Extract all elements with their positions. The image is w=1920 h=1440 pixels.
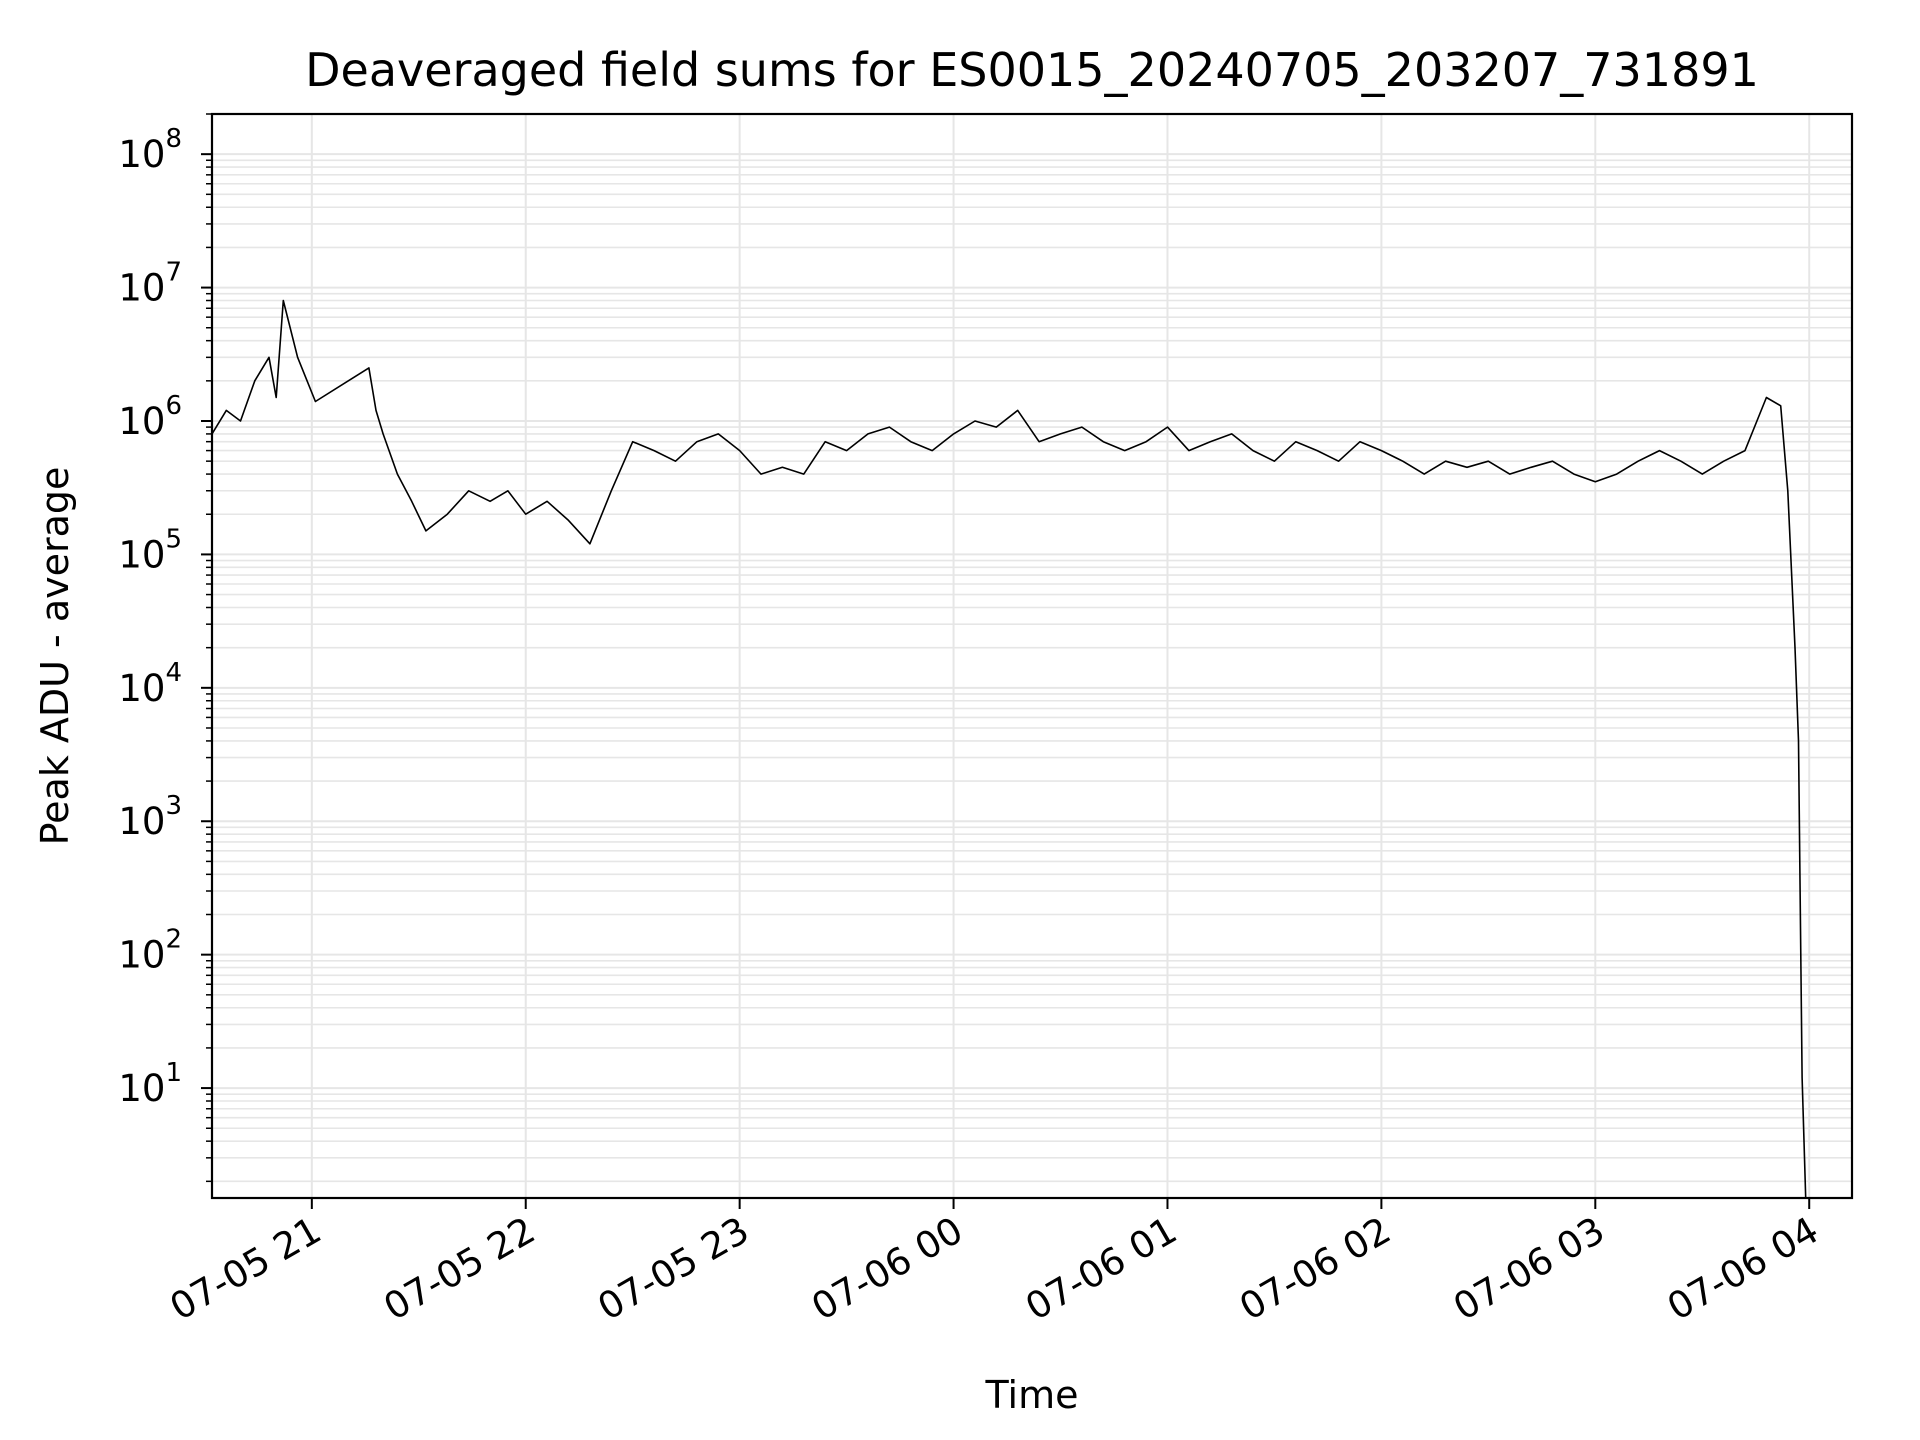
y-tick-exponent: 4 <box>165 658 182 688</box>
y-tick-base: 10 <box>118 934 165 977</box>
series-line <box>211 299 1807 1199</box>
y-tick-base: 10 <box>118 133 165 176</box>
y-tick-label: 105 <box>118 524 182 576</box>
y-tick-label: 108 <box>118 124 182 176</box>
y-tick-base: 10 <box>118 533 165 576</box>
y-tick-exponent: 1 <box>165 1058 182 1088</box>
y-tick-base: 10 <box>118 667 165 710</box>
y-tick-exponent: 6 <box>165 391 182 421</box>
y-tick-base: 10 <box>118 800 165 843</box>
y-tick-base: 10 <box>118 1067 165 1110</box>
y-tick-label: 107 <box>118 258 182 310</box>
y-tick-exponent: 8 <box>165 124 182 154</box>
y-axis-label: Peak ADU - average <box>33 467 77 846</box>
y-tick-label: 102 <box>118 925 182 977</box>
y-tick-exponent: 7 <box>165 258 182 288</box>
x-axis-label: Time <box>985 1373 1079 1417</box>
y-tick-label: 104 <box>118 658 182 710</box>
y-tick-exponent: 3 <box>165 791 182 821</box>
y-tick-label: 106 <box>118 391 182 443</box>
y-tick-base: 10 <box>118 400 165 443</box>
y-tick-exponent: 5 <box>165 524 182 554</box>
y-tick-exponent: 2 <box>165 925 182 955</box>
y-tick-label: 101 <box>118 1058 182 1110</box>
plot-frame <box>210 112 1854 1200</box>
chart-title: Deaveraged field sums for ES0015_2024070… <box>305 43 1759 97</box>
y-tick-label: 103 <box>118 791 182 843</box>
y-tick-base: 10 <box>118 267 165 310</box>
data-line-layer <box>211 299 1807 1199</box>
grid <box>212 113 1852 1198</box>
